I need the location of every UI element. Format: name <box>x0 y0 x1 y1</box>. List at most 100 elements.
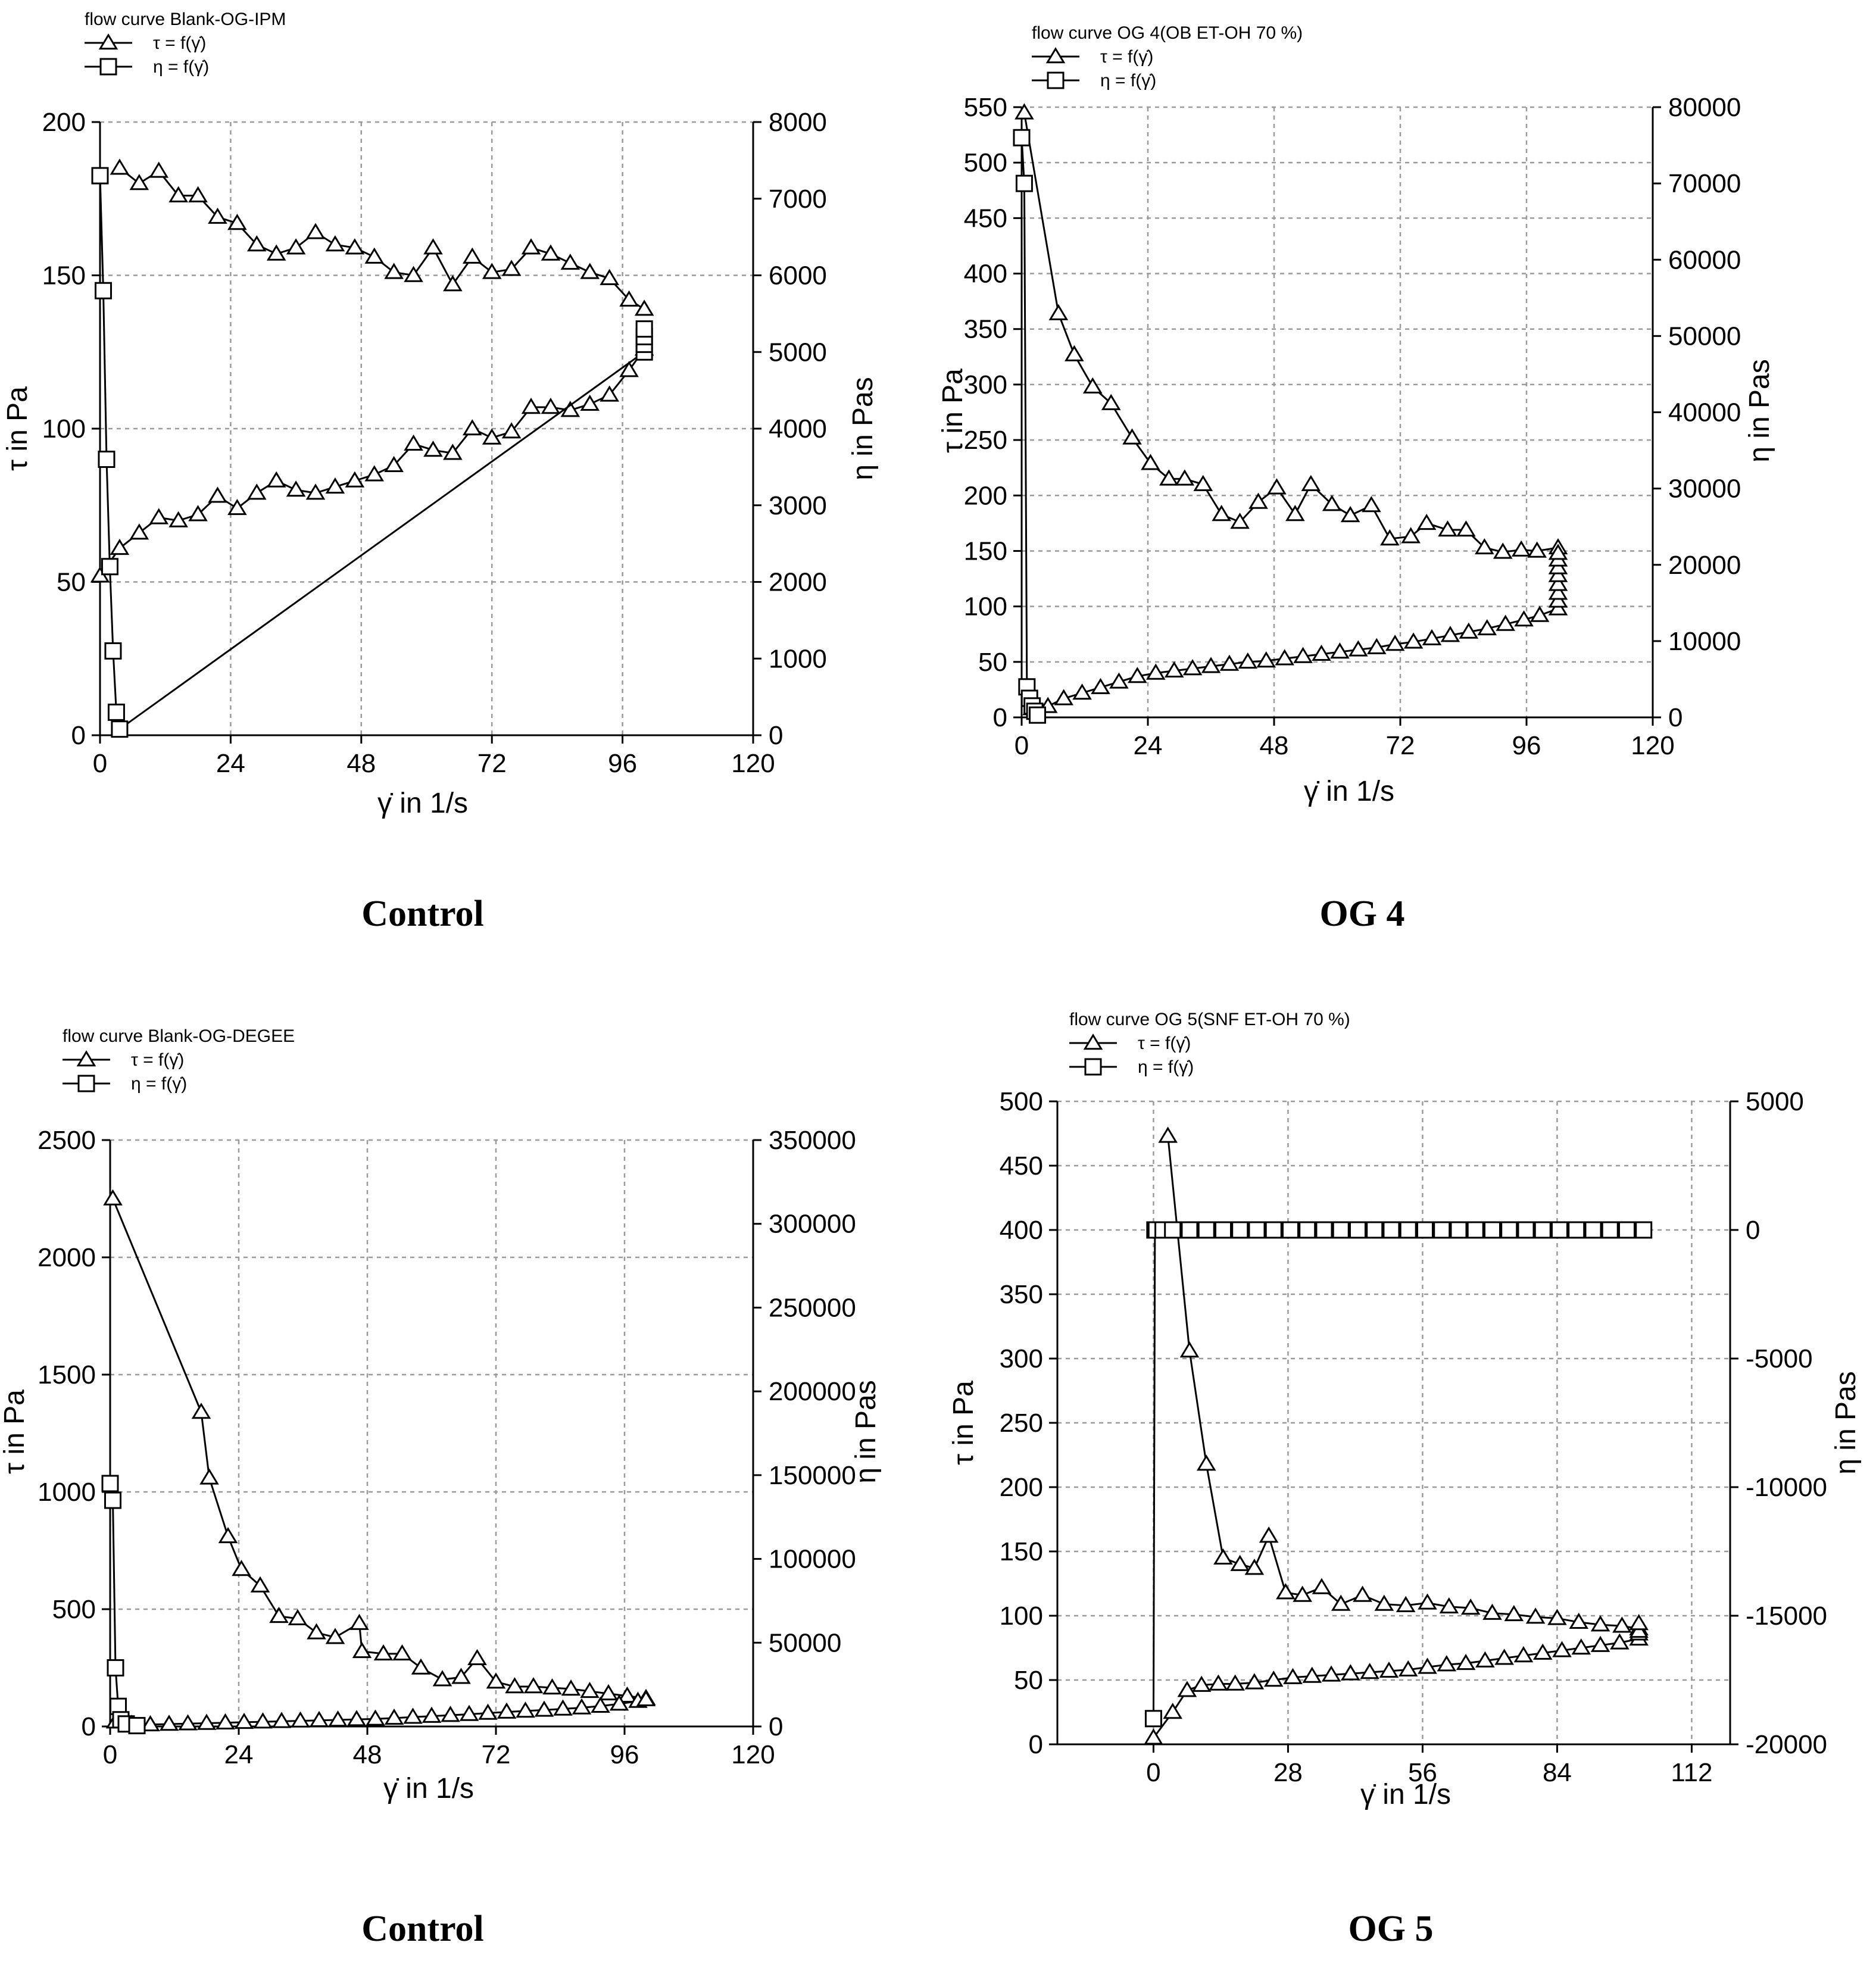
y2-tick-label: -15000 <box>1746 1601 1827 1631</box>
data-point-triangle <box>1293 647 1313 663</box>
data-point-triangle <box>307 1623 326 1640</box>
data-point-triangle <box>168 511 188 527</box>
legend-label: τ = f(γ̇) <box>1138 1033 1191 1053</box>
y-tick-label: 200 <box>1000 1473 1043 1502</box>
data-point-triangle <box>1548 566 1568 582</box>
y-tick-label: 50 <box>57 568 86 597</box>
x-tick-label: 28 <box>1273 1758 1303 1787</box>
data-point-triangle <box>291 1711 310 1728</box>
data-point-triangle <box>1511 540 1531 557</box>
legend-square-marker <box>1084 1058 1102 1076</box>
data-point-triangle <box>286 238 306 255</box>
y2-tick-label: -20000 <box>1746 1730 1827 1759</box>
series-2 <box>1548 544 1568 608</box>
data-point-square <box>111 720 129 738</box>
data-point-square <box>1466 1221 1484 1239</box>
x-axis-label: γ̇ in 1/s <box>1360 1779 1451 1810</box>
data-point-triangle <box>1312 1578 1332 1594</box>
data-point-triangle <box>1238 652 1258 669</box>
data-point-triangle <box>1548 599 1568 616</box>
data-point-square <box>1382 1221 1400 1239</box>
data-point-square <box>1298 1221 1316 1239</box>
data-point-triangle <box>1145 663 1166 680</box>
data-point-triangle <box>541 244 561 261</box>
data-point-triangle <box>325 1628 345 1644</box>
x-tick-label: 96 <box>610 1740 639 1769</box>
data-point-triangle <box>1437 1655 1457 1672</box>
data-point-triangle <box>1504 1604 1524 1622</box>
data-point-triangle <box>459 1704 479 1721</box>
data-point-triangle <box>1403 632 1424 649</box>
data-point-triangle <box>1496 614 1515 631</box>
series-1 <box>1022 599 1568 716</box>
data-point-triangle <box>1440 626 1460 642</box>
data-point-triangle <box>1475 1651 1495 1668</box>
data-point-triangle <box>250 1576 270 1593</box>
data-point-triangle <box>384 1708 404 1725</box>
data-point-square <box>1483 1221 1501 1239</box>
legend-square-marker <box>99 58 117 76</box>
data-point-triangle <box>1196 1454 1216 1471</box>
flow-curve-chart-control-degee: flow curve Blank-OG-DEGEE τ = f(γ̇) η = f(… <box>0 1026 882 1804</box>
data-point-square <box>1399 1221 1417 1239</box>
y-tick-label: 250 <box>964 426 1007 455</box>
legend-label: η = f(γ̇) <box>1100 71 1156 90</box>
data-point-square <box>1231 1221 1249 1239</box>
data-point-triangle <box>1525 1607 1546 1624</box>
data-point-square <box>1029 706 1046 724</box>
data-point-triangle <box>1396 1595 1416 1612</box>
legend-square-marker <box>1047 71 1065 89</box>
y2-tick-label: 350000 <box>769 1126 856 1155</box>
y2-axis-label: η in Pas <box>847 377 879 480</box>
data-point-triangle <box>1571 1638 1591 1655</box>
data-point-triangle <box>253 1712 273 1729</box>
x-tick-label: 48 <box>353 1740 382 1769</box>
y2-tick-label: 5000 <box>1746 1087 1804 1116</box>
data-point-triangle <box>497 1702 517 1719</box>
y-axis-label: τ in Pa <box>0 1390 30 1474</box>
data-point-triangle <box>636 1690 656 1706</box>
data-point-square <box>1601 1221 1619 1239</box>
y-tick-label: 450 <box>964 204 1007 233</box>
series-line <box>118 167 645 310</box>
data-point-triangle <box>216 1713 235 1729</box>
data-point-triangle <box>1418 1657 1437 1674</box>
data-point-triangle <box>1301 474 1321 491</box>
data-point-triangle <box>188 505 208 522</box>
data-point-triangle <box>534 1700 554 1717</box>
data-point-triangle <box>1416 513 1437 530</box>
data-point-triangle <box>1548 544 1568 560</box>
data-point-triangle <box>364 465 385 482</box>
data-point-triangle <box>110 158 130 175</box>
y-tick-label: 500 <box>964 148 1007 177</box>
data-point-triangle <box>580 263 600 279</box>
data-point-triangle <box>208 207 227 224</box>
series-line <box>1152 1229 1644 1719</box>
data-point-triangle <box>600 268 619 285</box>
data-point-triangle <box>1159 469 1179 486</box>
y2-tick-label: 60000 <box>1668 245 1741 274</box>
legend-label: η = f(γ̇) <box>1138 1057 1194 1077</box>
data-point-triangle <box>1380 529 1400 546</box>
data-point-triangle <box>560 401 580 417</box>
data-point-triangle <box>591 1696 610 1713</box>
y-tick-label: 100 <box>964 592 1007 622</box>
data-point-triangle <box>1460 1598 1481 1615</box>
y2-tick-label: 3000 <box>769 491 827 520</box>
data-point-triangle <box>1514 610 1534 627</box>
data-point-triangle <box>352 1642 372 1659</box>
data-point-triangle <box>1312 644 1331 661</box>
data-point-square <box>1015 174 1033 192</box>
data-point-triangle <box>1374 1594 1394 1611</box>
data-point-triangle <box>1341 1664 1360 1681</box>
series-line <box>99 348 645 577</box>
data-point-triangle <box>619 361 639 377</box>
y2-tick-label: 100000 <box>769 1545 856 1574</box>
data-point-triangle <box>1283 1668 1303 1684</box>
data-point-square <box>1265 1221 1282 1239</box>
data-point-triangle <box>1263 1671 1284 1687</box>
data-point-triangle <box>269 1606 289 1623</box>
data-point-triangle <box>1330 642 1350 659</box>
data-point-square <box>1366 1221 1384 1239</box>
y2-tick-label: 150000 <box>769 1461 856 1490</box>
